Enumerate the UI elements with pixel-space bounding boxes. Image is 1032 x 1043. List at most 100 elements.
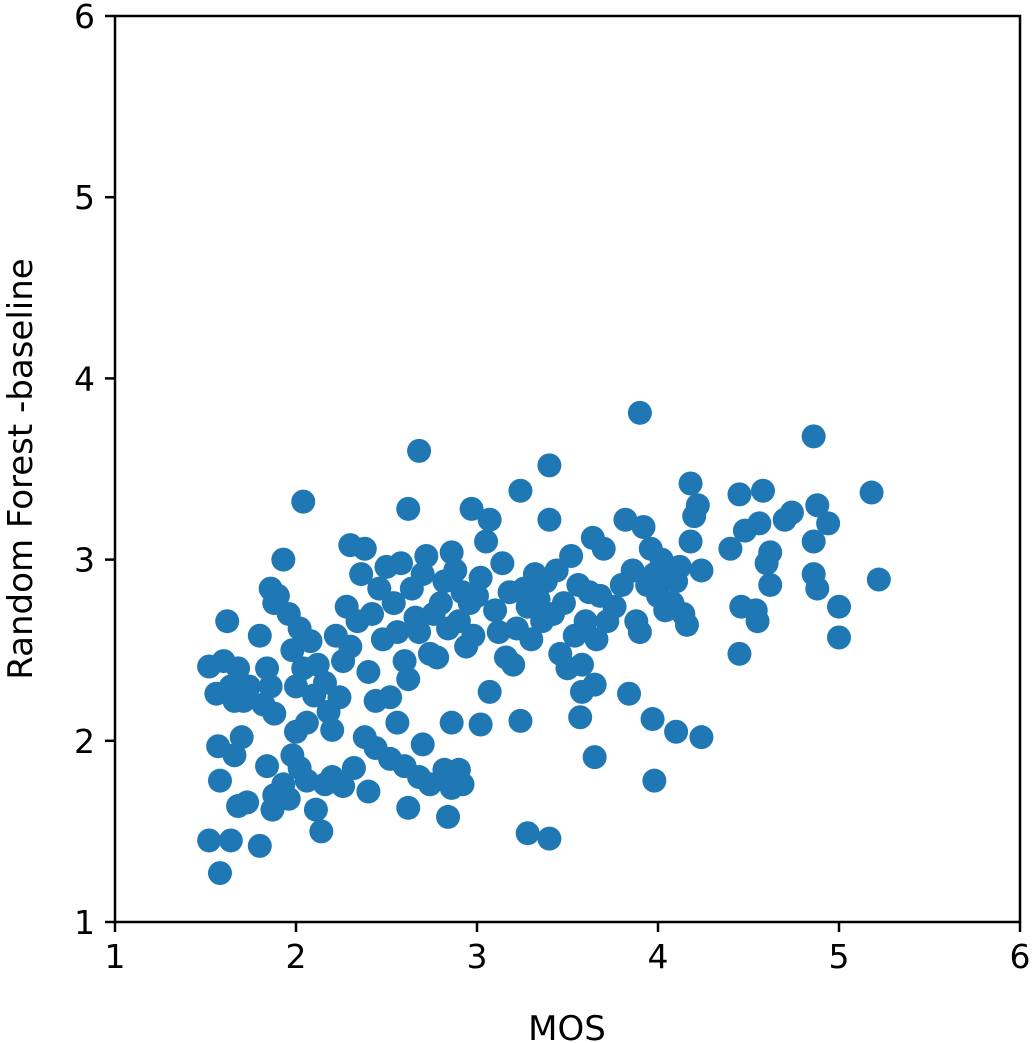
data-point bbox=[309, 819, 334, 844]
data-point bbox=[459, 496, 484, 521]
data-point bbox=[627, 620, 652, 645]
data-point bbox=[417, 772, 442, 797]
data-point bbox=[582, 745, 607, 770]
data-point bbox=[483, 598, 508, 623]
data-point bbox=[255, 754, 280, 779]
data-point bbox=[816, 511, 841, 536]
data-point bbox=[866, 567, 891, 592]
y-tick-label: 4 bbox=[74, 359, 95, 398]
data-point bbox=[407, 620, 432, 645]
data-point bbox=[537, 826, 562, 851]
data-point bbox=[367, 576, 392, 601]
data-point bbox=[685, 493, 710, 518]
data-point bbox=[410, 562, 435, 587]
data-point bbox=[247, 623, 272, 648]
x-tick-label: 6 bbox=[1010, 937, 1031, 976]
data-point bbox=[568, 705, 593, 730]
data-point bbox=[388, 551, 413, 576]
data-point bbox=[582, 672, 607, 697]
data-point bbox=[446, 609, 471, 634]
x-tick-label: 1 bbox=[105, 937, 126, 976]
data-point bbox=[276, 786, 301, 811]
data-point bbox=[215, 609, 240, 634]
data-point bbox=[381, 591, 406, 616]
data-point bbox=[678, 529, 703, 554]
y-axis-ticks: 1 2 3 4 5 6 bbox=[74, 0, 115, 942]
data-point bbox=[443, 558, 468, 583]
data-point bbox=[613, 507, 638, 532]
data-point bbox=[678, 471, 703, 496]
data-point bbox=[338, 634, 363, 659]
data-point bbox=[501, 652, 526, 677]
data-point bbox=[642, 768, 667, 793]
y-tick-label: 5 bbox=[74, 178, 95, 217]
data-point bbox=[526, 587, 551, 612]
data-point bbox=[284, 674, 308, 699]
data-point bbox=[727, 482, 752, 507]
data-point bbox=[718, 536, 743, 561]
data-point bbox=[251, 692, 276, 717]
data-point bbox=[515, 821, 540, 846]
data-point bbox=[356, 659, 381, 684]
data-point bbox=[758, 572, 783, 597]
data-point bbox=[805, 493, 830, 518]
data-point bbox=[229, 725, 254, 750]
data-point bbox=[667, 554, 692, 579]
data-point bbox=[439, 540, 464, 565]
data-point bbox=[559, 543, 584, 568]
data-point bbox=[298, 629, 323, 654]
data-point bbox=[378, 685, 403, 710]
data-point bbox=[779, 500, 804, 525]
data-point bbox=[414, 543, 439, 568]
data-point bbox=[352, 536, 377, 561]
data-point bbox=[649, 547, 674, 572]
data-point bbox=[396, 667, 421, 692]
data-point bbox=[428, 591, 453, 616]
data-point bbox=[294, 710, 319, 735]
data-point bbox=[425, 645, 450, 670]
data-point bbox=[294, 768, 319, 793]
data-point bbox=[303, 797, 328, 822]
data-point bbox=[396, 496, 421, 521]
data-point bbox=[356, 779, 381, 804]
y-tick-label: 2 bbox=[74, 722, 95, 761]
data-point bbox=[486, 620, 511, 645]
data-point bbox=[750, 478, 775, 503]
data-point bbox=[674, 612, 699, 637]
data-point bbox=[235, 790, 260, 815]
data-point bbox=[226, 656, 251, 681]
data-point bbox=[620, 558, 645, 583]
data-point bbox=[640, 707, 665, 732]
data-point bbox=[258, 674, 283, 699]
data-point bbox=[207, 861, 232, 886]
data-point bbox=[280, 638, 305, 663]
data-point bbox=[758, 540, 783, 565]
y-tick-label: 3 bbox=[74, 541, 95, 580]
data-point bbox=[805, 576, 830, 601]
data-point bbox=[392, 649, 417, 674]
data-point bbox=[544, 558, 569, 583]
data-point bbox=[341, 755, 366, 780]
data-point bbox=[689, 725, 714, 750]
data-point bbox=[291, 489, 316, 514]
x-tick-label: 5 bbox=[829, 937, 850, 976]
data-point bbox=[664, 719, 689, 744]
data-point bbox=[602, 594, 627, 619]
data-point bbox=[385, 710, 410, 735]
data-point bbox=[197, 828, 222, 853]
data-point bbox=[465, 583, 489, 608]
data-point bbox=[584, 627, 609, 652]
data-point bbox=[247, 833, 272, 858]
data-point bbox=[689, 558, 714, 583]
data-point bbox=[747, 511, 772, 536]
data-point bbox=[461, 623, 486, 648]
data-point bbox=[360, 601, 385, 626]
data-point bbox=[236, 674, 261, 699]
data-point bbox=[591, 536, 616, 561]
data-point bbox=[477, 507, 502, 532]
data-point bbox=[410, 732, 435, 757]
data-point bbox=[519, 627, 544, 652]
y-tick-label: 1 bbox=[74, 903, 95, 942]
data-point bbox=[312, 670, 337, 695]
